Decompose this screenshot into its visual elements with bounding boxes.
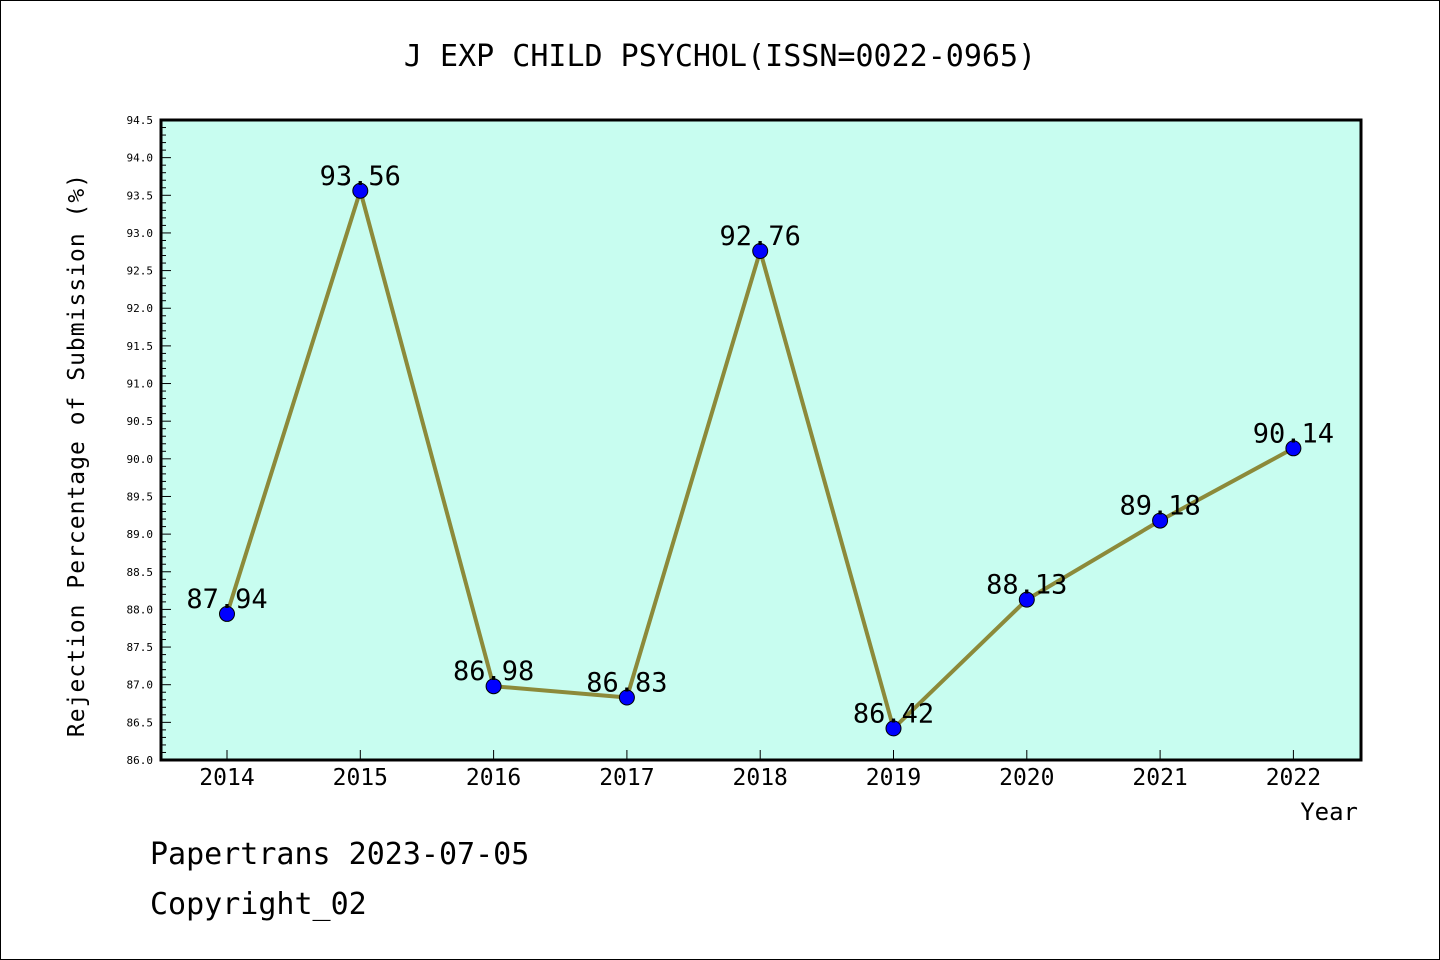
y-tick-label: 94.5: [127, 114, 154, 127]
data-point: [352, 182, 369, 199]
y-tick-label: 88.0: [127, 603, 154, 616]
data-label: 86.83: [586, 668, 667, 699]
x-axis-ticks: 2014 2015 2016 2017 2018 2019 2020 2021 2022: [199, 750, 1321, 791]
data-point: [618, 689, 635, 706]
plot-area: [159, 118, 1363, 762]
y-tick-label: 94.0: [127, 152, 154, 165]
y-tick-label: 90.5: [127, 415, 154, 428]
data-label: 88.13: [986, 570, 1067, 601]
y-tick-label: 90.0: [127, 453, 154, 466]
footer-copyright: Copyright_02: [150, 887, 367, 922]
x-tick-label: 2018: [733, 765, 788, 791]
data-point: [485, 678, 502, 695]
y-axis-ticks: 86.0 86.5 87.0 87.5 88.0 88.5 89.0 89.5 90.0 90.5…: [127, 114, 171, 767]
x-axis-label: Year: [1300, 798, 1358, 826]
y-axis-label: Rejection Percentage of Submission (%): [64, 173, 90, 737]
y-tick-label: 92.5: [127, 265, 154, 278]
data-point: [1018, 591, 1035, 608]
data-label: 92.76: [720, 221, 801, 252]
x-tick-label: 2015: [333, 765, 388, 791]
series-line-group: [219, 182, 1302, 737]
x-tick-label: 2022: [1266, 765, 1321, 791]
data-point: [1285, 440, 1302, 457]
chart-title: J EXP CHILD PSYCHOL(ISSN=0022-0965): [404, 39, 1036, 74]
data-point: [885, 720, 902, 737]
data-point: [1152, 512, 1169, 529]
x-tick-label: 2016: [466, 765, 521, 791]
data-label: 90.14: [1253, 418, 1334, 449]
data-label: 87.94: [186, 584, 267, 615]
footer-date: Papertrans 2023-07-05: [150, 837, 529, 872]
data-label: 86.42: [853, 698, 934, 729]
y-tick-label: 91.0: [127, 378, 154, 391]
y-tick-label: 89.5: [127, 490, 154, 503]
y-tick-label: 87.5: [127, 641, 154, 654]
y-tick-label: 86.0: [127, 754, 154, 767]
y-tick-label: 88.5: [127, 566, 154, 579]
data-labels-group: 87.94 93.56 86.98 86.83 92.76 86.42 88.13 89.18…: [186, 161, 1334, 730]
data-label: 93.56: [320, 161, 401, 192]
x-tick-label: 2020: [999, 765, 1054, 791]
y-tick-label: 91.5: [127, 340, 154, 353]
y-tick-label: 93.0: [127, 227, 154, 240]
y-tick-label: 89.0: [127, 528, 154, 541]
data-point: [219, 605, 235, 622]
y-tick-label: 92.0: [127, 302, 154, 315]
x-tick-label: 2019: [866, 765, 921, 791]
data-label: 86.98: [453, 656, 534, 687]
x-tick-label: 2021: [1132, 765, 1187, 791]
y-tick-label: 93.5: [127, 189, 154, 202]
data-point: [752, 243, 769, 260]
x-tick-label: 2017: [599, 765, 654, 791]
data-label: 89.18: [1119, 491, 1200, 522]
y-tick-label: 86.5: [127, 716, 154, 729]
y-tick-label: 87.0: [127, 679, 154, 692]
x-tick-label: 2014: [199, 765, 254, 791]
